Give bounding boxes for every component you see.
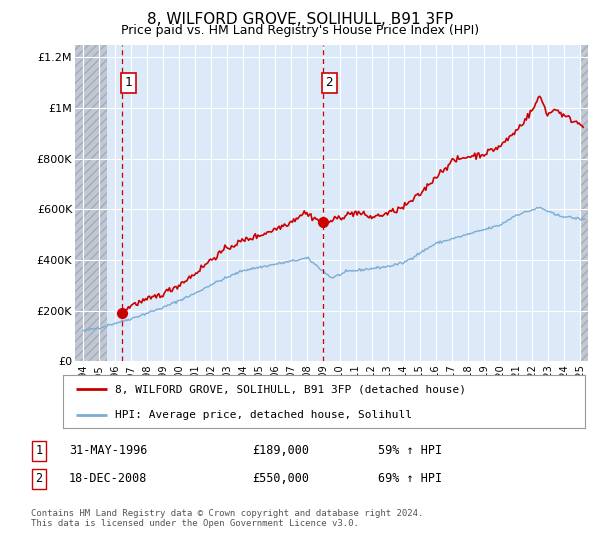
Bar	[75, 45, 107, 361]
Text: Price paid vs. HM Land Registry's House Price Index (HPI): Price paid vs. HM Land Registry's House …	[121, 24, 479, 37]
Text: £550,000: £550,000	[252, 472, 309, 486]
Text: 1: 1	[124, 76, 132, 89]
Text: 8, WILFORD GROVE, SOLIHULL, B91 3FP (detached house): 8, WILFORD GROVE, SOLIHULL, B91 3FP (det…	[115, 384, 466, 394]
Text: This data is licensed under the Open Government Licence v3.0.: This data is licensed under the Open Gov…	[31, 519, 359, 528]
Text: 2: 2	[326, 76, 333, 89]
Text: 69% ↑ HPI: 69% ↑ HPI	[378, 472, 442, 486]
Bar	[580, 45, 588, 361]
Text: 1: 1	[35, 444, 43, 458]
Text: £189,000: £189,000	[252, 444, 309, 458]
Text: 18-DEC-2008: 18-DEC-2008	[69, 472, 148, 486]
Text: 8, WILFORD GROVE, SOLIHULL, B91 3FP: 8, WILFORD GROVE, SOLIHULL, B91 3FP	[147, 12, 453, 27]
Text: HPI: Average price, detached house, Solihull: HPI: Average price, detached house, Soli…	[115, 409, 412, 419]
Text: 31-MAY-1996: 31-MAY-1996	[69, 444, 148, 458]
Text: 59% ↑ HPI: 59% ↑ HPI	[378, 444, 442, 458]
Text: 2: 2	[35, 472, 43, 486]
Text: Contains HM Land Registry data © Crown copyright and database right 2024.: Contains HM Land Registry data © Crown c…	[31, 509, 424, 518]
